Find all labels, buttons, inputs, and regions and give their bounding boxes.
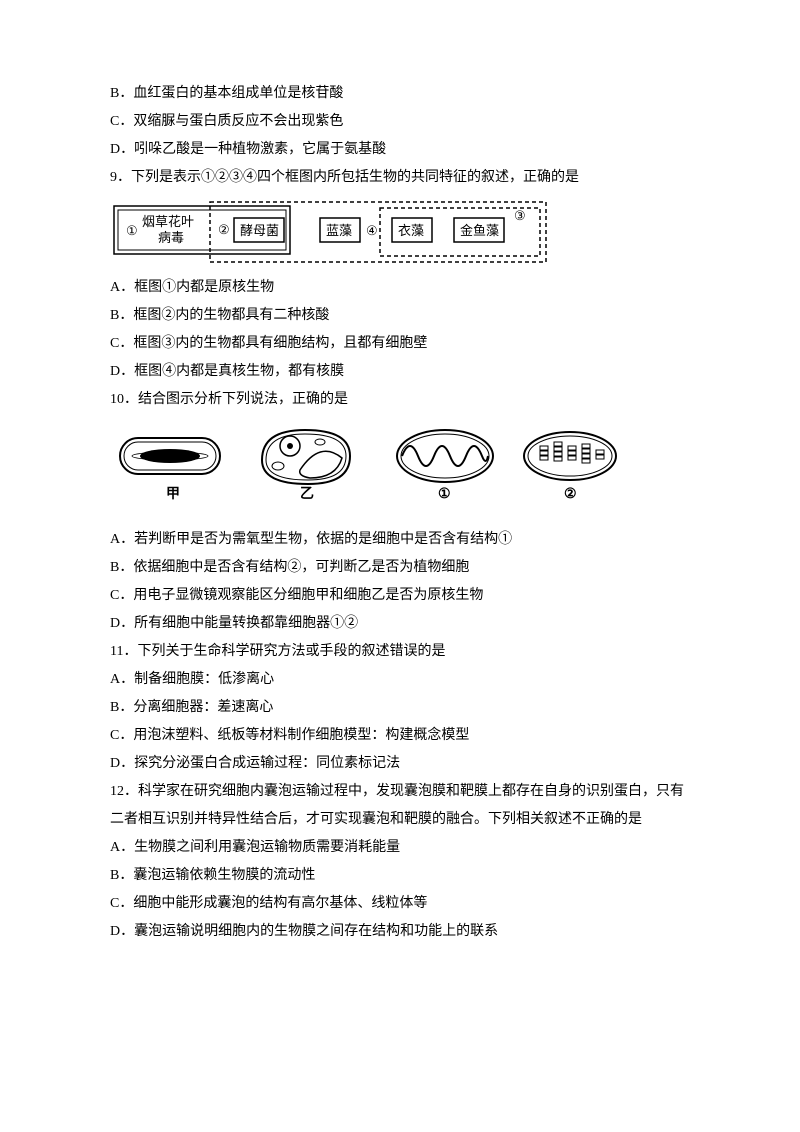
- q10-diagram: 甲 乙 ① ②: [110, 420, 690, 520]
- q12-stem: 12．科学家在研究细胞内囊泡运输过程中，发现囊泡膜和靶膜上都存在自身的识别蛋白，…: [110, 778, 690, 834]
- q9-label-1b: 病毒: [158, 230, 184, 245]
- q8-option-d: D．吲哚乙酸是一种植物激素，它属于氨基酸: [110, 136, 690, 164]
- q10-label-yi: 乙: [300, 486, 314, 502]
- q11-stem: 11．下列关于生命科学研究方法或手段的叙述错误的是: [110, 638, 690, 666]
- q12-option-b: B．囊泡运输依赖生物膜的流动性: [110, 862, 690, 890]
- q10-stem: 10．结合图示分析下列说法，正确的是: [110, 386, 690, 414]
- q10-cell-jia: 甲: [120, 438, 220, 502]
- q11-option-b: B．分离细胞器：差速离心: [110, 694, 690, 722]
- q9-option-c: C．框图③内的生物都具有细胞结构，且都有细胞壁: [110, 330, 690, 358]
- q12-option-c: C．细胞中能形成囊泡的结构有高尔基体、线粒体等: [110, 890, 690, 918]
- q12-option-d: D．囊泡运输说明细胞内的生物膜之间存在结构和功能上的联系: [110, 918, 690, 946]
- q10-label-jia: 甲: [166, 486, 180, 502]
- q9-label-1n: ①: [126, 223, 138, 238]
- q10-option-d: D．所有细胞中能量转换都靠细胞器①②: [110, 610, 690, 638]
- q10-label-1: ①: [438, 487, 451, 502]
- q9-label-3n: ③: [514, 208, 526, 223]
- q9-label-4n: ④: [366, 223, 378, 238]
- q10-cell-yi: 乙: [262, 430, 350, 502]
- q12-option-a: A．生物膜之间利用囊泡运输物质需要消耗能量: [110, 834, 690, 862]
- q10-option-a: A．若判断甲是否为需氧型生物，依据的是细胞中是否含有结构①: [110, 526, 690, 554]
- q8-option-c: C．双缩脲与蛋白质反应不会出现紫色: [110, 108, 690, 136]
- q10-label-2: ②: [564, 487, 577, 502]
- q10-option-b: B．依据细胞中是否含有结构②，可判断乙是否为植物细胞: [110, 554, 690, 582]
- q9-stem: 9．下列是表示①②③④四个框图内所包括生物的共同特征的叙述，正确的是: [110, 164, 690, 192]
- q10-organelle-2: ②: [524, 432, 616, 502]
- q11-option-c: C．用泡沫塑料、纸板等材料制作细胞模型：构建概念模型: [110, 722, 690, 750]
- q9-option-b: B．框图②内的生物都具有二种核酸: [110, 302, 690, 330]
- q9-label-4: 衣藻: [398, 223, 424, 238]
- q9-diagram: ① 烟草花叶 病毒 ② 酵母菌 蓝藻 ④ ③ 衣藻 金鱼藻: [110, 198, 690, 268]
- q9-option-d: D．框图④内都是真核生物，都有核膜: [110, 358, 690, 386]
- q8-option-b: B．血红蛋白的基本组成单位是核苷酸: [110, 80, 690, 108]
- q11-option-d: D．探究分泌蛋白合成运输过程：同位素标记法: [110, 750, 690, 778]
- q9-label-5: 金鱼藻: [460, 223, 499, 238]
- q10-organelle-1: ①: [397, 430, 493, 502]
- q9-label-1a: 烟草花叶: [142, 214, 194, 229]
- q9-option-a: A．框图①内都是原核生物: [110, 274, 690, 302]
- q9-label-2n: ②: [218, 222, 230, 237]
- q10-option-c: C．用电子显微镜观察能区分细胞甲和细胞乙是否为原核生物: [110, 582, 690, 610]
- q9-label-2: 酵母菌: [240, 223, 279, 238]
- q9-label-3: 蓝藻: [326, 223, 352, 238]
- q11-option-a: A．制备细胞膜：低渗离心: [110, 666, 690, 694]
